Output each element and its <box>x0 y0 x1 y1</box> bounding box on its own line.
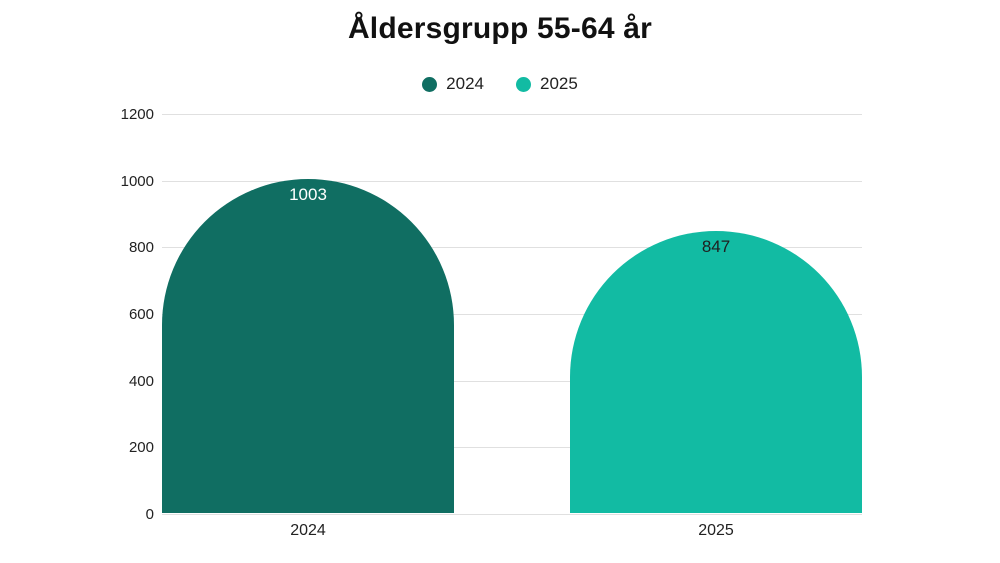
gridline-200 <box>162 447 862 449</box>
bar-value-label-2024: 1003 <box>289 184 327 204</box>
y-tick-label-600: 600 <box>128 306 154 323</box>
chart-title: Åldersgrupp 55-64 år <box>347 12 653 45</box>
y-axis-labels: 0 200 400 600 800 1000 1200 <box>0 106 154 523</box>
plot-area: 1003 847 <box>162 114 862 515</box>
legend: 2024 2025 <box>0 74 1000 94</box>
bar-2025[interactable]: 847 <box>570 230 862 513</box>
y-tick-label-0: 0 <box>145 506 154 523</box>
legend-label-2024: 2024 <box>446 74 484 93</box>
y-tick-label-200: 200 <box>128 439 154 457</box>
gridline-800 <box>162 247 862 249</box>
gridline-1200 <box>162 114 862 115</box>
legend-swatch-2024-icon <box>422 76 438 92</box>
legend-item-2025[interactable]: 2025 <box>516 74 578 94</box>
gridline-600 <box>162 314 862 315</box>
y-tick-label-1200: 1200 <box>120 106 154 123</box>
bar-value-label-2025: 847 <box>701 236 731 256</box>
legend-item-2024[interactable]: 2024 <box>422 74 484 94</box>
gridline-400 <box>162 380 862 382</box>
x-axis-labels: 2024 2025 <box>162 522 862 546</box>
y-tick-label-400: 400 <box>128 372 154 390</box>
y-tick-label-1000: 1000 <box>120 172 154 190</box>
bar-2024[interactable]: 1003 <box>162 178 454 513</box>
legend-label-2025: 2025 <box>540 74 578 93</box>
y-tick-label-800: 800 <box>128 239 154 257</box>
gridline-1000 <box>162 180 862 182</box>
gridline-0 <box>162 514 862 515</box>
x-tick-label-2025: 2025 <box>698 522 734 539</box>
x-tick-label-2024: 2024 <box>290 522 326 539</box>
legend-swatch-2025-icon <box>516 76 531 92</box>
